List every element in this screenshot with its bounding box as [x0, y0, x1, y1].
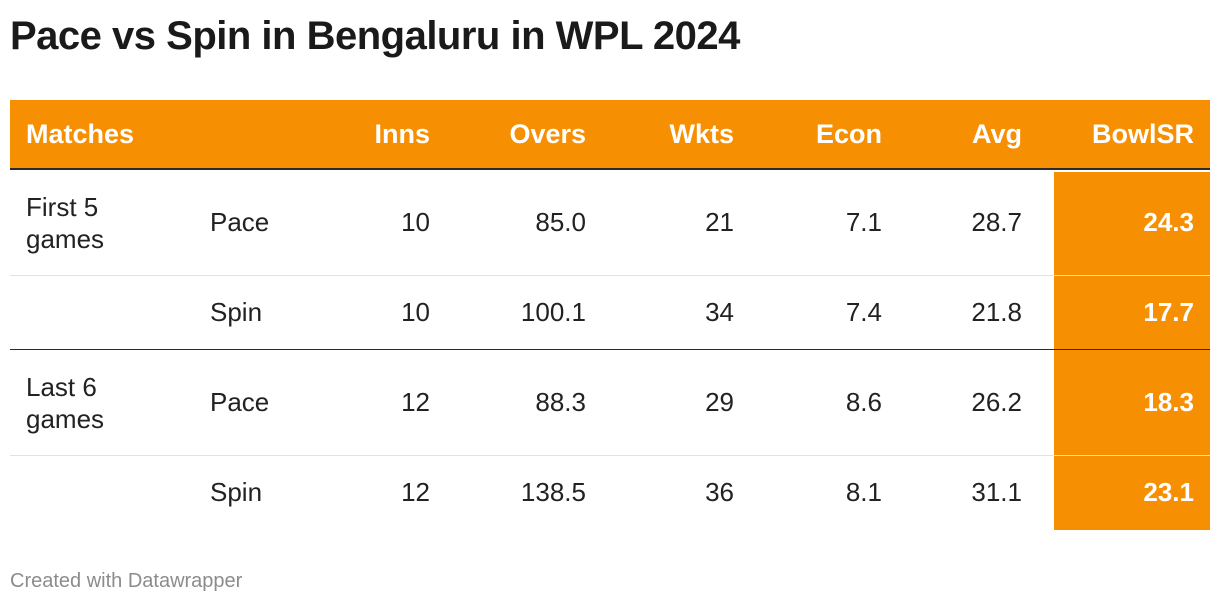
- type-cell: Pace: [210, 207, 270, 237]
- econ-cell: 7.4: [845, 297, 882, 327]
- bowlsr-cell: 17.7: [1143, 297, 1194, 327]
- inns-cell: 10: [401, 297, 430, 327]
- type-cell: Spin: [210, 297, 263, 327]
- group-label: Last 6 games: [26, 371, 105, 434]
- avg-cell: 31.1: [971, 477, 1022, 507]
- table-row: Spin 12 138.5 36 8.1 31.1 23.1: [10, 456, 1210, 529]
- avg-cell: 26.2: [971, 387, 1022, 417]
- econ-cell: 8.1: [845, 477, 882, 507]
- inns-cell: 12: [401, 477, 430, 507]
- header-overs: Overs: [509, 118, 586, 149]
- type-cell: Spin: [210, 477, 263, 507]
- table-header-row: Matches Inns Overs Wkts Econ Avg BowlSR: [10, 100, 1210, 170]
- avg-cell: 28.7: [971, 207, 1022, 237]
- data-table: Matches Inns Overs Wkts Econ Avg BowlSR …: [10, 100, 1210, 530]
- credit-footer: Created with Datawrapper: [10, 570, 243, 592]
- table-row: First 5 games Pace 10 85.0 21 7.1 28.7 2…: [10, 170, 1210, 276]
- header-bowlsr: BowlSR: [1091, 118, 1194, 149]
- group-label: [26, 456, 156, 529]
- header-inns: Inns: [374, 118, 430, 149]
- header-econ: Econ: [815, 118, 882, 149]
- table-row: Spin 10 100.1 34 7.4 21.8 17.7: [10, 276, 1210, 350]
- econ-cell: 7.1: [845, 207, 882, 237]
- wkts-cell: 21: [705, 207, 734, 237]
- inns-cell: 10: [401, 207, 430, 237]
- table-row: Last 6 games Pace 12 88.3 29 8.6 26.2 18…: [10, 350, 1210, 456]
- bowlsr-highlight-column: [1054, 172, 1210, 530]
- bowlsr-cell: 24.3: [1143, 207, 1194, 237]
- wkts-cell: 36: [705, 477, 734, 507]
- chart-title: Pace vs Spin in Bengaluru in WPL 2024: [10, 14, 740, 58]
- overs-cell: 138.5: [520, 477, 586, 507]
- wkts-cell: 29: [705, 387, 734, 417]
- header-matches: Matches: [26, 118, 135, 149]
- group-label: First 5 games: [26, 191, 105, 254]
- group-label: [26, 276, 156, 349]
- bowlsr-cell: 18.3: [1143, 387, 1194, 417]
- bowlsr-cell: 23.1: [1143, 477, 1194, 507]
- wkts-cell: 34: [705, 297, 734, 327]
- header-avg: Avg: [971, 118, 1022, 149]
- overs-cell: 85.0: [535, 207, 586, 237]
- inns-cell: 12: [401, 387, 430, 417]
- econ-cell: 8.6: [845, 387, 882, 417]
- overs-cell: 88.3: [535, 387, 586, 417]
- overs-cell: 100.1: [520, 297, 586, 327]
- type-cell: Pace: [210, 387, 270, 417]
- header-wkts: Wkts: [669, 118, 734, 149]
- avg-cell: 21.8: [971, 297, 1022, 327]
